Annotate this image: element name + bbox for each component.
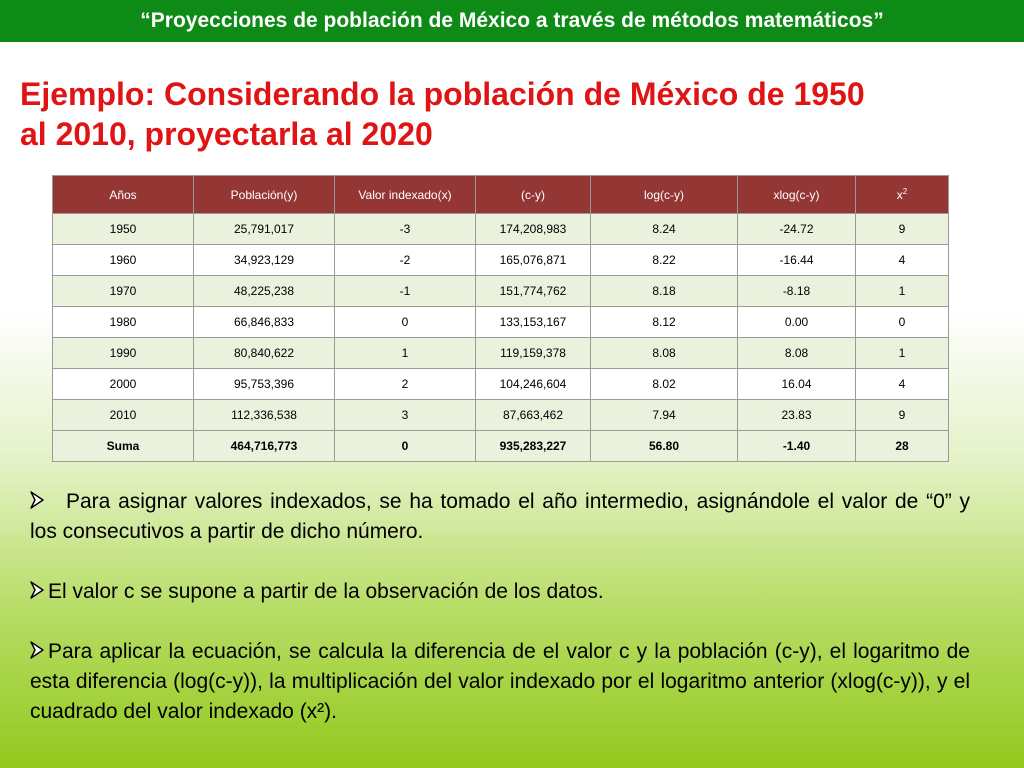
cell-poblacion: 48,225,238: [193, 275, 335, 307]
cell-log-c-y: 8.24: [590, 213, 738, 245]
cell-valor-indexado: 1: [334, 337, 476, 369]
col-header-x-squared: x2: [855, 175, 949, 214]
slide-title-bar: “Proyecciones de población de México a t…: [0, 0, 1024, 42]
cell-poblacion: 112,336,538: [193, 399, 335, 431]
table-row: 2010 112,336,538 3 87,663,462 7.94 23.83…: [52, 399, 949, 431]
slide-heading-line-2: al 2010, proyectarla al 2020: [20, 116, 433, 152]
cell-c-y: 87,663,462: [475, 399, 591, 431]
total-log-c-y: 56.80: [590, 430, 738, 462]
cell-poblacion: 34,923,129: [193, 244, 335, 276]
cell-x-squared: 9: [855, 213, 949, 245]
cell-anos: 2010: [52, 399, 194, 431]
bullet-text: Para asignar valores indexados, se ha to…: [30, 490, 970, 543]
cell-xlog-c-y: 23.83: [737, 399, 856, 431]
total-xlog-c-y: -1.40: [737, 430, 856, 462]
cell-poblacion: 80,840,622: [193, 337, 335, 369]
cell-poblacion: 25,791,017: [193, 213, 335, 245]
cell-log-c-y: 7.94: [590, 399, 738, 431]
table-row: 1970 48,225,238 -1 151,774,762 8.18 -8.1…: [52, 275, 949, 307]
col-header-log-c-y: log(c-y): [590, 175, 738, 214]
cell-x-squared: 0: [855, 306, 949, 338]
table-row: 2000 95,753,396 2 104,246,604 8.02 16.04…: [52, 368, 949, 400]
cell-valor-indexado: -2: [334, 244, 476, 276]
cell-x-squared: 4: [855, 368, 949, 400]
table-row: 1990 80,840,622 1 119,159,378 8.08 8.08 …: [52, 337, 949, 369]
cell-anos: 2000: [52, 368, 194, 400]
cell-c-y: 174,208,983: [475, 213, 591, 245]
cell-log-c-y: 8.02: [590, 368, 738, 400]
cell-x-squared: 1: [855, 275, 949, 307]
cell-valor-indexado: -3: [334, 213, 476, 245]
arrow-bullet-icon: [30, 581, 44, 599]
slide-heading: Ejemplo: Considerando la población de Mé…: [20, 74, 980, 154]
slide-heading-line-1: Ejemplo: Considerando la población de Mé…: [20, 76, 865, 112]
total-c-y: 935,283,227: [475, 430, 591, 462]
total-valor-indexado: 0: [334, 430, 476, 462]
population-table: Años Población(y) Valor indexado(x) (c-y…: [52, 175, 949, 462]
cell-valor-indexado: 0: [334, 306, 476, 338]
cell-log-c-y: 8.22: [590, 244, 738, 276]
col-header-valor-indexado: Valor indexado(x): [334, 175, 476, 214]
cell-xlog-c-y: -24.72: [737, 213, 856, 245]
bullet-text: El valor c se supone a partir de la obse…: [48, 580, 604, 603]
arrow-bullet-icon: [30, 491, 44, 509]
table-header-row: Años Población(y) Valor indexado(x) (c-y…: [52, 175, 949, 214]
cell-xlog-c-y: 16.04: [737, 368, 856, 400]
cell-c-y: 104,246,604: [475, 368, 591, 400]
cell-xlog-c-y: -16.44: [737, 244, 856, 276]
bullet-item: Para aplicar la ecuación, se calcula la …: [30, 637, 970, 727]
col-header-c-y: (c-y): [475, 175, 591, 214]
table-row: 1950 25,791,017 -3 174,208,983 8.24 -24.…: [52, 213, 949, 245]
x-squared-exponent: 2: [902, 187, 908, 196]
cell-poblacion: 66,846,833: [193, 306, 335, 338]
cell-anos: 1980: [52, 306, 194, 338]
cell-xlog-c-y: 8.08: [737, 337, 856, 369]
cell-x-squared: 1: [855, 337, 949, 369]
arrow-bullet-icon: [30, 641, 44, 659]
cell-xlog-c-y: -8.18: [737, 275, 856, 307]
col-header-anos: Años: [52, 175, 194, 214]
cell-valor-indexado: 3: [334, 399, 476, 431]
cell-anos: 1970: [52, 275, 194, 307]
cell-log-c-y: 8.18: [590, 275, 738, 307]
cell-anos: 1960: [52, 244, 194, 276]
cell-c-y: 165,076,871: [475, 244, 591, 276]
bullet-item: El valor c se supone a partir de la obse…: [30, 577, 970, 607]
bullet-list: Para asignar valores indexados, se ha to…: [30, 487, 970, 727]
cell-valor-indexado: 2: [334, 368, 476, 400]
table-row: 1960 34,923,129 -2 165,076,871 8.22 -16.…: [52, 244, 949, 276]
cell-x-squared: 9: [855, 399, 949, 431]
cell-log-c-y: 8.08: [590, 337, 738, 369]
table-row: 1980 66,846,833 0 133,153,167 8.12 0.00 …: [52, 306, 949, 338]
col-header-xlog-c-y: xlog(c-y): [737, 175, 856, 214]
bullet-text: Para aplicar la ecuación, se calcula la …: [30, 640, 970, 723]
total-label: Suma: [52, 430, 194, 462]
col-header-poblacion: Población(y): [193, 175, 335, 214]
total-poblacion: 464,716,773: [193, 430, 335, 462]
cell-c-y: 151,774,762: [475, 275, 591, 307]
cell-c-y: 119,159,378: [475, 337, 591, 369]
cell-xlog-c-y: 0.00: [737, 306, 856, 338]
cell-poblacion: 95,753,396: [193, 368, 335, 400]
cell-anos: 1950: [52, 213, 194, 245]
cell-log-c-y: 8.12: [590, 306, 738, 338]
total-x-squared: 28: [855, 430, 949, 462]
x-squared-base: x: [896, 188, 903, 202]
bullet-item: Para asignar valores indexados, se ha to…: [30, 487, 970, 547]
table-totals-row: Suma 464,716,773 0 935,283,227 56.80 -1.…: [52, 430, 949, 462]
cell-anos: 1990: [52, 337, 194, 369]
cell-c-y: 133,153,167: [475, 306, 591, 338]
cell-valor-indexado: -1: [334, 275, 476, 307]
cell-x-squared: 4: [855, 244, 949, 276]
